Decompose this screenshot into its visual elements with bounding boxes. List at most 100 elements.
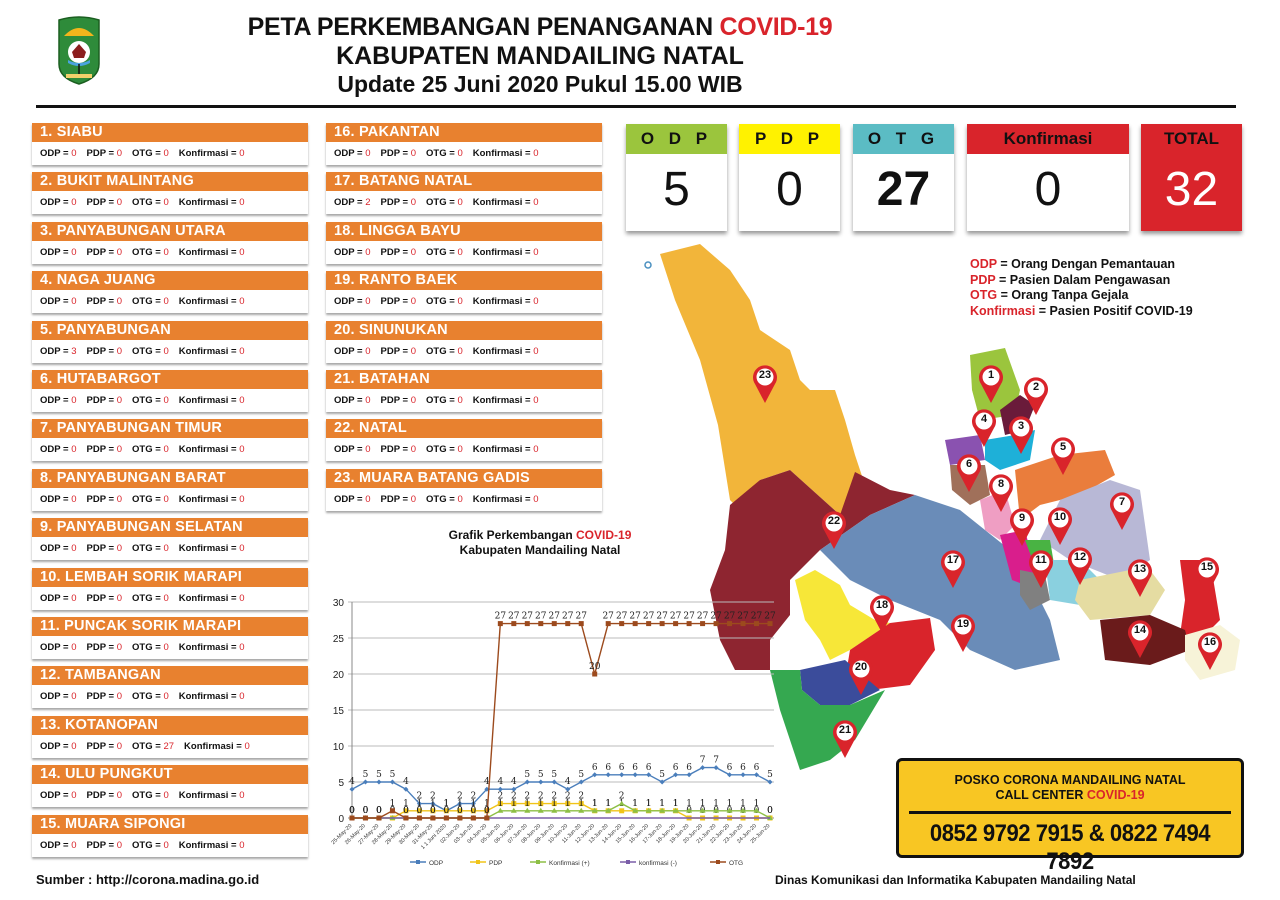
svg-text:1: 1 [470,799,476,809]
summary-otg-label: O T G [853,124,954,154]
district-card: 18. LINGGA BAYU ODP = 0 PDP = 0 OTG = 0 Konf… [326,221,602,264]
svg-text:OTG: OTG [729,860,743,867]
map-pin-icon[interactable]: 23 [752,364,778,404]
map-pin-label: 11 [1035,554,1047,566]
map-pin-icon[interactable]: 14 [1127,619,1153,659]
district-otg-value: 0 [457,197,463,209]
district-card: 20. SINUNUKAN ODP = 0 PDP = 0 OTG = 0 Konfir… [326,320,602,363]
summary-odp-label: O D P [626,124,727,154]
svg-text:0: 0 [349,806,355,816]
svg-text:0: 0 [403,806,409,816]
svg-text:1: 1 [646,799,652,809]
map-pin-icon[interactable]: 22 [821,510,847,550]
svg-text:0: 0 [349,806,355,816]
map-pin-icon[interactable]: 21 [832,719,858,759]
district-pdp-value: 0 [116,444,123,456]
map-pin-icon[interactable]: 1 [978,364,1004,404]
map-pin-icon[interactable]: 3 [1008,415,1034,455]
region-21 [770,670,885,770]
svg-text:0: 0 [338,814,344,825]
district-stats: ODP = 0 PDP = 0 OTG = 0 Konfirmasi = 0 [334,246,539,258]
map-pin-icon[interactable]: 15 [1194,556,1220,596]
svg-text:27: 27 [710,612,722,622]
district-card: 9. PANYABUNGAN SELATAN ODP = 0 PDP = 0 OTG … [32,518,308,561]
regency-emblem-icon [58,16,100,85]
district-konfirmasi-value: 0 [239,691,245,703]
district-odp-value: 0 [365,395,371,406]
department-credit: Dinas Komunikasi dan Informatika Kabupat… [775,873,1136,887]
map-pin-icon[interactable]: 2 [1023,376,1049,416]
call-center-phone-numbers[interactable]: 0852 9792 7915 & 0822 7494 7892 [929,820,1211,875]
map-pin-icon[interactable]: 4 [971,408,997,448]
header: PETA PERKEMBANGAN PENANGANAN COVID-19 KA… [0,0,1280,110]
district-otg-value: 0 [163,345,169,357]
district-odp-value: 0 [71,543,77,555]
svg-text:1: 1 [578,799,584,809]
summary-card-konfirmasi: Konfirmasi 0 [967,124,1129,231]
svg-text:2: 2 [551,792,557,802]
district-name: 6. HUTABARGOT [32,370,308,389]
svg-text:1: 1 [551,799,557,809]
district-name: 7. PANYABUNGAN TIMUR [32,419,308,439]
district-otg-value: 0 [163,592,169,604]
district-konfirmasi-value: 0 [239,197,245,209]
district-stats: ODP = 0 PDP = 0 OTG = 0 Konfirmasi = 0 [40,444,245,456]
district-name: 20. SINUNUKAN [326,320,602,340]
district-konfirmasi-value: 0 [239,296,245,308]
svg-text:1: 1 [673,799,679,809]
map-pin-label: 2 [1032,381,1040,393]
district-otg-value: 0 [163,444,169,456]
district-otg-value: 0 [163,691,169,703]
map-pin-icon[interactable]: 11 [1028,549,1054,589]
district-stats: ODP = 0 PDP = 0 OTG = 0 Konfirmasi = 0 [40,543,245,555]
map-pin-icon[interactable]: 5 [1050,436,1076,476]
district-card: 5. PANYABUNGAN ODP = 3 PDP = 0 OTG = 0 Konfi… [32,320,308,363]
map-pin-icon[interactable]: 20 [848,656,874,696]
map-pin-icon[interactable]: 9 [1009,507,1035,547]
district-odp-value: 0 [365,148,371,159]
district-odp-value: 0 [365,345,371,357]
source-link[interactable]: Sumber : http://corona.madina.go.id [36,872,260,887]
svg-text:4: 4 [403,777,409,787]
summary-pdp-value: 0 [776,163,803,216]
district-konfirmasi-value: 0 [533,148,539,159]
district-name: 10. LEMBAH SORIK MARAPI [32,567,308,587]
svg-text:2: 2 [538,792,544,802]
map-pin-icon[interactable]: 17 [940,549,966,589]
svg-text:6: 6 [592,763,598,773]
svg-text:1: 1 [754,799,760,809]
map-pin-icon[interactable]: 19 [950,613,976,653]
district-otg-value: 0 [163,790,169,802]
svg-text:5: 5 [338,778,344,789]
map-pin-label: 13 [1133,563,1147,575]
district-card: 10. LEMBAH SORIK MARAPI ODP = 0 PDP = 0 OTG… [32,567,308,610]
map-pin-icon[interactable]: 16 [1197,631,1223,671]
map-pin-icon[interactable]: 7 [1109,491,1135,531]
map-pin-icon[interactable]: 12 [1067,546,1093,586]
district-stats: ODP = 0 PDP = 0 OTG = 27 Konfirmasi = 0 [40,740,250,752]
svg-text:0: 0 [444,806,450,816]
svg-text:4: 4 [565,777,571,787]
district-konfirmasi-value: 0 [239,592,245,604]
map-pin-icon[interactable]: 10 [1047,506,1073,546]
district-konfirmasi-value: 0 [239,839,245,851]
district-name: 19. RANTO BAEK [326,271,602,291]
map-pin-icon[interactable]: 18 [869,594,895,634]
summary-card-otg: O T G 27 [853,124,954,231]
district-otg-value: 0 [163,197,169,209]
district-name: 16. PAKANTAN [326,123,602,142]
district-otg-value: 0 [163,642,169,653]
map-pin-icon[interactable]: 6 [956,453,982,493]
district-otg-value: 0 [163,395,169,406]
map-pin-icon[interactable]: 13 [1127,558,1153,598]
district-stats: ODP = 0 PDP = 0 OTG = 0 Konfirmasi = 0 [40,148,245,159]
svg-text:1: 1 [538,799,544,809]
svg-text:5: 5 [376,770,382,780]
district-otg-value: 0 [457,444,463,456]
map-pin-icon[interactable]: 8 [988,473,1014,513]
svg-text:1: 1 [673,799,679,809]
district-konfirmasi-value: 0 [533,246,539,258]
district-pdp-value: 0 [410,148,417,159]
title-line-2: KABUPATEN MANDAILING NATAL [336,42,744,70]
svg-text:27: 27 [575,612,587,622]
